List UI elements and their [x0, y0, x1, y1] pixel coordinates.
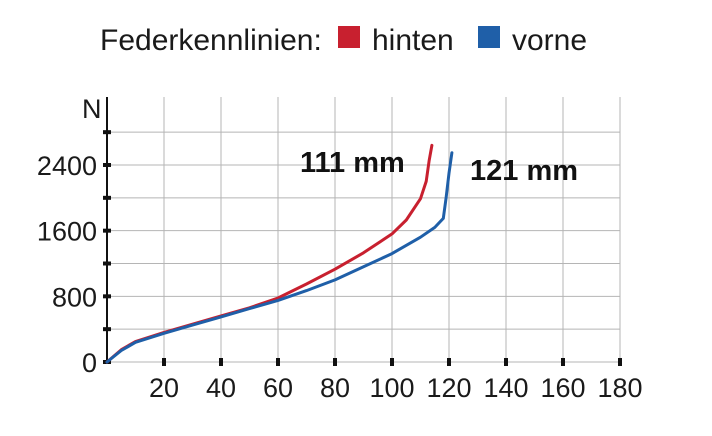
x-tick-label-160: 160 — [540, 373, 585, 403]
x-tick-label-80: 80 — [320, 373, 350, 403]
x-tick-label-100: 100 — [369, 373, 414, 403]
grid-lines — [107, 97, 621, 363]
legend-label-hinten: hinten — [372, 24, 454, 57]
x-tick-label-60: 60 — [263, 373, 293, 403]
x-tick-label-20: 20 — [149, 373, 179, 403]
y-tick-label-1600: 1600 — [37, 217, 97, 247]
chart-title: Federkennlinien: — [100, 24, 322, 57]
legend-swatch-vorne — [478, 26, 500, 48]
x-tick-label-120: 120 — [426, 373, 471, 403]
y-axis-label: N — [82, 94, 102, 124]
x-tick-label-180: 180 — [597, 373, 642, 403]
legend-swatch-hinten — [338, 26, 360, 48]
legend-label-vorne: vorne — [512, 24, 587, 57]
y-tick-label-2400: 2400 — [37, 151, 97, 181]
series-lines — [105, 143, 454, 364]
x-tick-label-40: 40 — [206, 373, 236, 403]
x-tick-label-140: 140 — [483, 373, 528, 403]
annotation-vorne: 121 mm — [470, 155, 578, 187]
series-line-vorne — [105, 151, 454, 364]
tick-labels: 20 40 60 80 100 120 140 160 180 0 800 1600 2400 — [37, 151, 643, 403]
legend: hinten vorne — [338, 24, 587, 57]
y-tick-label-800: 800 — [52, 282, 97, 312]
annotation-hinten: 111 mm — [300, 147, 405, 179]
y-tick-label-0: 0 — [82, 348, 97, 378]
